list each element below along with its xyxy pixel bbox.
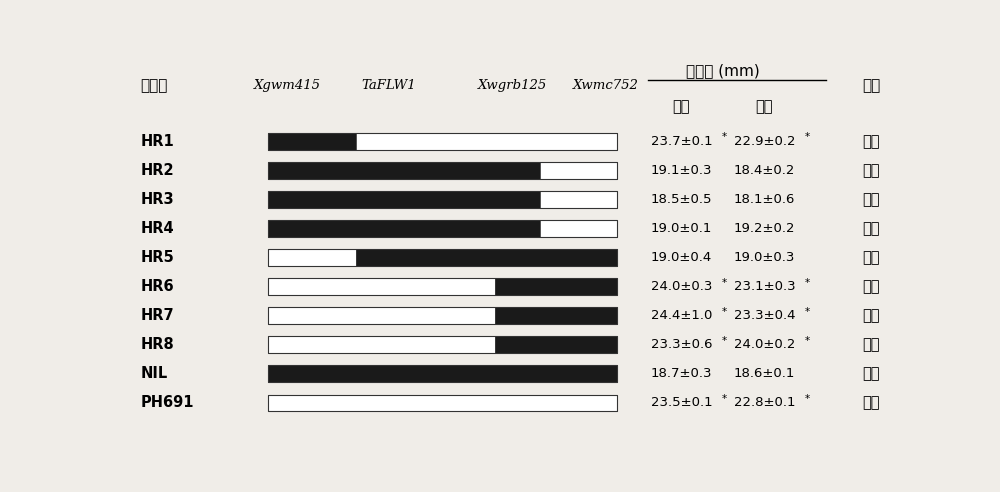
Bar (268, 278, 495, 295)
Text: *: * (804, 336, 810, 346)
Text: 18.4±0.2: 18.4±0.2 (734, 164, 795, 177)
Bar (268, 133, 356, 150)
Text: 18.7±0.3: 18.7±0.3 (651, 368, 712, 380)
Bar (540, 162, 617, 179)
Bar (540, 191, 617, 208)
Text: 重组体: 重组体 (140, 78, 168, 93)
Bar (268, 191, 617, 208)
Text: 19.0±0.1: 19.0±0.1 (651, 222, 712, 235)
Bar (268, 366, 617, 382)
Text: *: * (804, 307, 810, 317)
Text: HR2: HR2 (140, 163, 174, 178)
Text: 凤阳: 凤阳 (756, 99, 773, 114)
Bar (268, 249, 617, 266)
Text: NIL: NIL (140, 367, 168, 381)
Bar (356, 249, 617, 266)
Text: HR1: HR1 (140, 134, 174, 149)
Bar (268, 133, 617, 150)
Text: *: * (722, 336, 727, 346)
Bar (268, 395, 617, 411)
Bar (268, 220, 617, 237)
Text: HR5: HR5 (140, 250, 174, 265)
Text: 窄叶: 窄叶 (863, 221, 880, 236)
Text: 窄叶: 窄叶 (863, 367, 880, 381)
Text: HR3: HR3 (140, 192, 174, 207)
Text: 19.0±0.3: 19.0±0.3 (734, 251, 795, 264)
Text: *: * (722, 394, 727, 404)
Text: 24.0±0.3: 24.0±0.3 (651, 280, 712, 293)
Bar (268, 337, 495, 353)
Text: 22.8±0.1: 22.8±0.1 (734, 397, 795, 409)
Text: 宽叶: 宽叶 (863, 308, 880, 323)
Text: 19.2±0.2: 19.2±0.2 (734, 222, 795, 235)
Text: 窄叶: 窄叶 (863, 192, 880, 207)
Text: 宽叶: 宽叶 (863, 134, 880, 149)
Text: 19.0±0.4: 19.0±0.4 (651, 251, 712, 264)
Text: 窄叶: 窄叶 (863, 163, 880, 178)
Text: Xgwm415: Xgwm415 (254, 79, 321, 92)
Text: *: * (722, 307, 727, 317)
Bar (268, 249, 356, 266)
Bar (268, 278, 617, 295)
Text: Xwgrb125: Xwgrb125 (478, 79, 547, 92)
Text: *: * (722, 278, 727, 288)
Bar (268, 220, 540, 237)
Text: 江浦: 江浦 (673, 99, 690, 114)
Text: 19.1±0.3: 19.1±0.3 (651, 164, 712, 177)
Bar (495, 308, 617, 324)
Text: 23.5±0.1: 23.5±0.1 (651, 397, 712, 409)
Text: *: * (804, 394, 810, 404)
Text: 23.3±0.4: 23.3±0.4 (734, 309, 795, 322)
Bar (495, 278, 617, 295)
Text: HR8: HR8 (140, 338, 174, 352)
Bar (495, 337, 617, 353)
Text: 窄叶: 窄叶 (863, 250, 880, 265)
Bar (268, 308, 495, 324)
Text: 24.4±1.0: 24.4±1.0 (651, 309, 712, 322)
Bar (268, 308, 617, 324)
Bar (268, 162, 617, 179)
Bar (268, 337, 617, 353)
Text: HR7: HR7 (140, 308, 174, 323)
Text: *: * (804, 132, 810, 142)
Text: 18.6±0.1: 18.6±0.1 (734, 368, 795, 380)
Bar (268, 366, 617, 382)
Text: 18.1±0.6: 18.1±0.6 (734, 193, 795, 206)
Text: HR4: HR4 (140, 221, 174, 236)
Text: 宽叶: 宽叶 (863, 338, 880, 352)
Bar (356, 133, 617, 150)
Text: *: * (722, 132, 727, 142)
Text: TaFLW1: TaFLW1 (361, 79, 416, 92)
Text: *: * (804, 278, 810, 288)
Bar (540, 220, 617, 237)
Text: PH691: PH691 (140, 396, 194, 410)
Text: 24.0±0.2: 24.0±0.2 (734, 338, 795, 351)
Bar (268, 191, 540, 208)
Bar (268, 162, 540, 179)
Text: 18.5±0.5: 18.5±0.5 (651, 193, 712, 206)
Text: HR6: HR6 (140, 279, 174, 294)
Text: 22.9±0.2: 22.9±0.2 (734, 135, 795, 148)
Text: 旗叶宽 (mm): 旗叶宽 (mm) (686, 63, 760, 78)
Text: 23.1±0.3: 23.1±0.3 (734, 280, 795, 293)
Bar (268, 395, 617, 411)
Text: 类型: 类型 (862, 78, 880, 93)
Text: 23.3±0.6: 23.3±0.6 (651, 338, 712, 351)
Text: 宽叶: 宽叶 (863, 396, 880, 410)
Text: 宽叶: 宽叶 (863, 279, 880, 294)
Text: 23.7±0.1: 23.7±0.1 (651, 135, 712, 148)
Text: Xwmc752: Xwmc752 (573, 79, 638, 92)
